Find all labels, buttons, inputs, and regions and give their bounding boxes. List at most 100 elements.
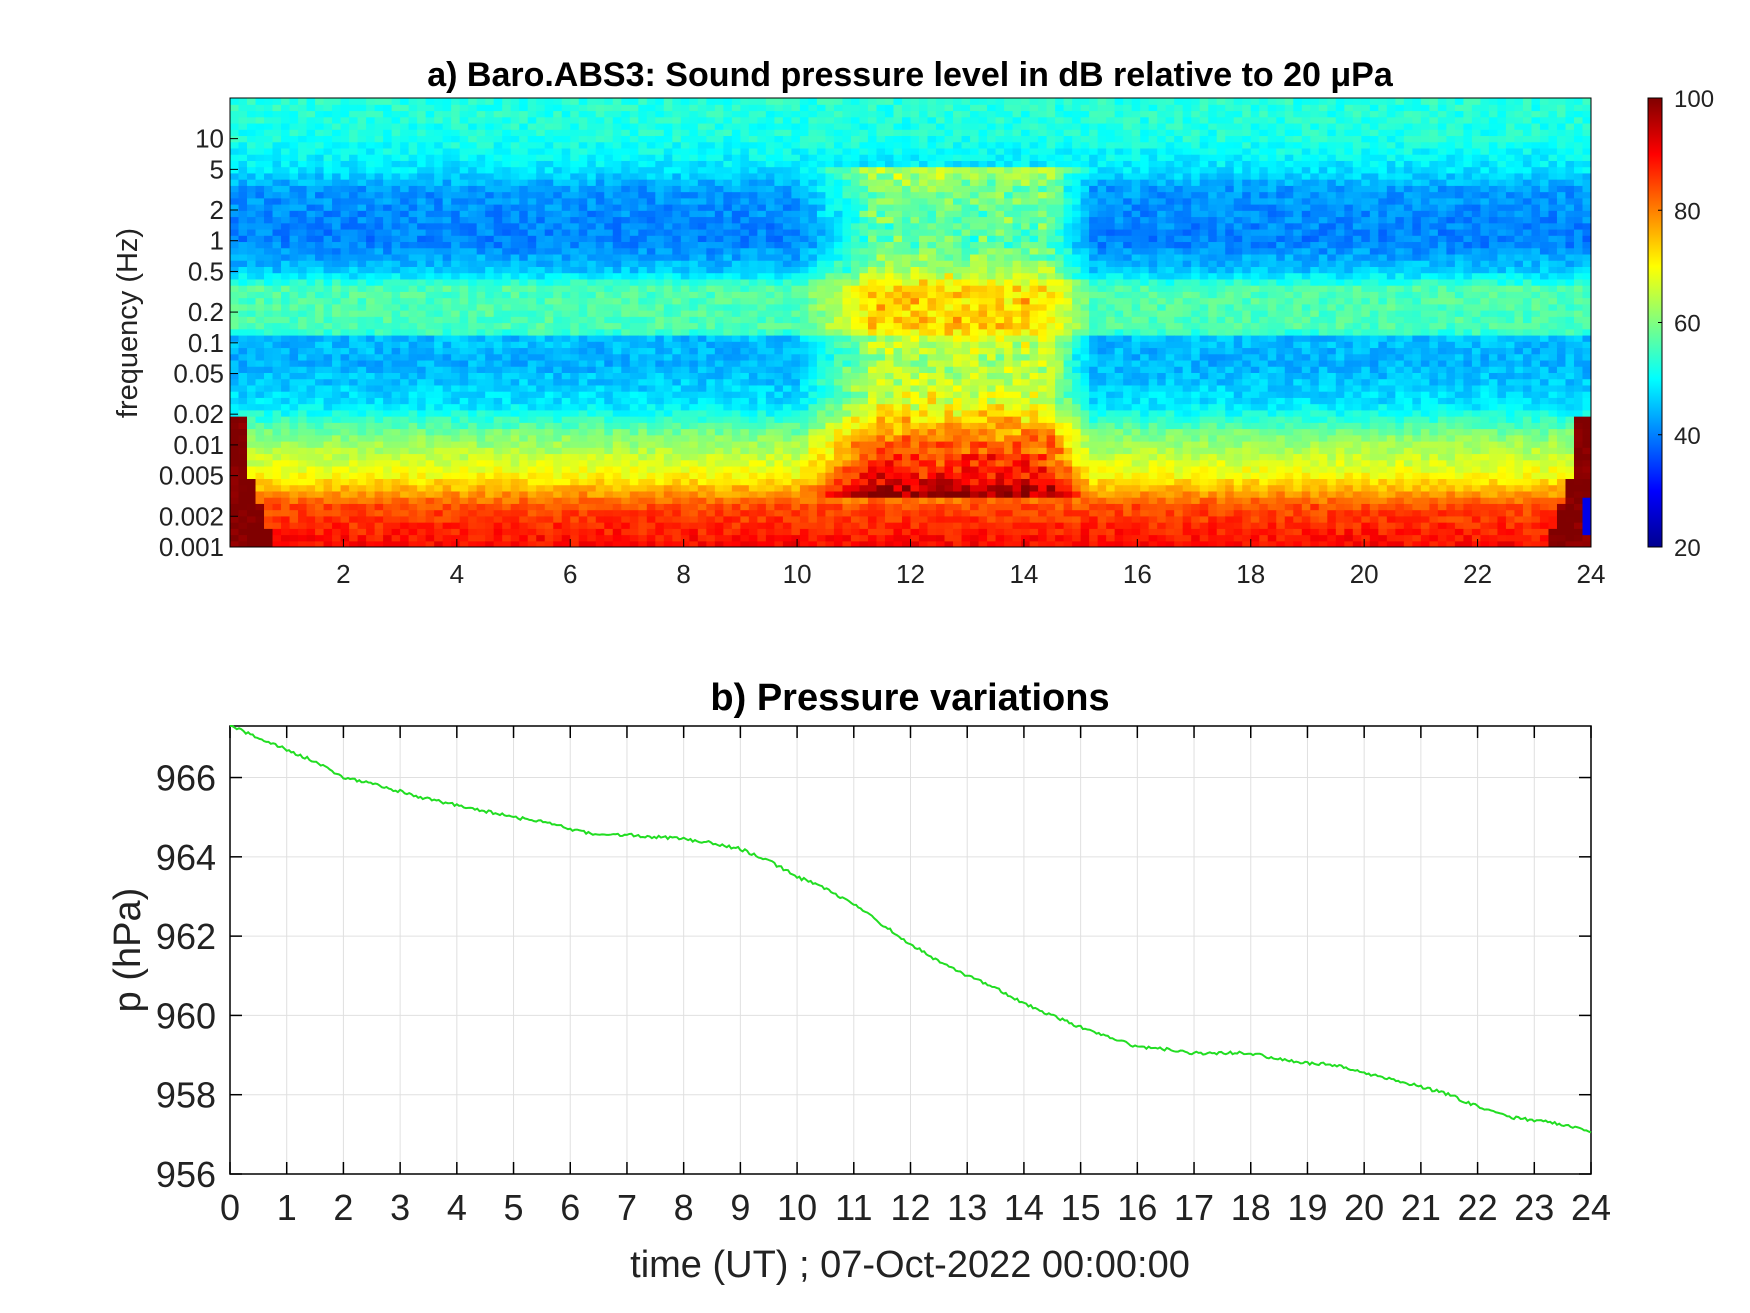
spectrogram-cell <box>595 347 605 355</box>
spectrogram-cell <box>408 391 418 398</box>
spectrogram-cell <box>595 310 605 317</box>
spectrogram-cell <box>357 166 367 174</box>
spectrogram-cell <box>502 503 512 511</box>
spectrogram-cell <box>595 497 605 504</box>
spectrogram-cell <box>799 185 810 193</box>
spectrogram-cell <box>706 378 716 386</box>
spectrogram-cell <box>689 285 699 292</box>
spectrogram-cell <box>332 459 342 467</box>
spectrogram-cell <box>408 253 418 261</box>
spectrogram-cell <box>425 409 435 417</box>
spectrogram-cell <box>383 503 393 511</box>
spectrogram-cell <box>629 484 639 492</box>
spectrogram-cell <box>765 98 775 105</box>
spectrogram-cell <box>391 403 401 411</box>
spectrogram-cell <box>315 141 325 149</box>
spectrogram-cell <box>816 434 827 442</box>
spectrogram-cell <box>663 260 673 267</box>
spectrogram-cell <box>366 122 376 130</box>
spectrogram-cell <box>417 297 427 305</box>
spectrogram-cell <box>476 278 486 286</box>
spectrogram-cell <box>561 497 571 504</box>
spectrogram-cell <box>765 472 775 480</box>
spectrogram-cell <box>298 503 308 511</box>
spectrogram-cell <box>383 509 393 517</box>
spectrogram-cell <box>510 98 520 105</box>
spectrogram-cell <box>374 260 384 267</box>
spectrogram-cell <box>272 266 282 274</box>
spectrogram-cell <box>519 260 529 267</box>
spectrogram-cell <box>578 484 588 492</box>
spectrogram-cell <box>680 447 690 455</box>
spectrogram-cell <box>238 154 248 161</box>
spectrogram-cell <box>442 447 452 455</box>
spectrogram-cell <box>612 285 622 292</box>
spectrogram-cell <box>468 210 478 218</box>
spectrogram-cell <box>748 372 758 380</box>
spectrogram-cell <box>281 434 291 442</box>
spectrogram-cell <box>604 285 614 292</box>
spectrogram-cell <box>680 135 690 143</box>
spectrogram-cell <box>247 403 257 411</box>
spectrogram-cell <box>663 98 673 105</box>
spectrogram-cell <box>553 104 563 112</box>
spectrogram-cell <box>340 416 350 423</box>
spectrogram-cell <box>629 509 639 517</box>
spectrogram-cell <box>697 422 707 430</box>
spectrogram-cell <box>816 384 827 392</box>
spectrogram-cell <box>442 328 452 336</box>
spectrogram-cell <box>816 534 827 542</box>
spectrogram-cell <box>612 310 622 317</box>
spectrogram-cell <box>697 303 707 311</box>
spectrogram-cell <box>442 528 452 536</box>
spectrogram-cell <box>561 228 571 236</box>
spectrogram-cell <box>340 266 350 274</box>
spectrogram-cell <box>306 465 316 473</box>
spectrogram-cell <box>561 403 571 411</box>
spectrogram-cell <box>332 440 342 448</box>
spectrogram-cell <box>391 334 401 342</box>
spectrogram-cell <box>655 409 665 417</box>
spectrogram-cell <box>366 397 376 405</box>
spectrogram-cell <box>536 154 546 161</box>
spectrogram-cell <box>459 210 469 218</box>
spectrogram-cell <box>332 278 342 286</box>
spectrogram-cell <box>476 204 486 211</box>
spectrogram-cell <box>442 253 452 261</box>
spectrogram-cell <box>672 378 682 386</box>
spectrogram-cell <box>808 247 818 255</box>
spectrogram-cell <box>629 440 639 448</box>
spectrogram-cell <box>646 129 656 137</box>
spectrogram-cell <box>757 328 767 336</box>
spectrogram-cell <box>782 409 793 417</box>
spectrogram-cell <box>791 179 801 186</box>
spectrogram-cell <box>255 104 265 112</box>
spectrogram-cell <box>493 141 503 149</box>
spectrogram-cell <box>697 391 707 398</box>
spectrogram-cell <box>255 235 265 243</box>
spectrogram-cell <box>553 316 563 324</box>
spectrogram-cell <box>391 540 401 547</box>
spectrogram-cell <box>561 141 571 149</box>
spectrogram-cell <box>502 303 512 311</box>
spectrogram-cell <box>561 334 571 342</box>
spectrogram-cell <box>595 266 605 274</box>
spectrogram-cell <box>451 147 461 155</box>
spectrogram-cell <box>451 185 461 193</box>
spectrogram-cell <box>289 341 299 349</box>
spectrogram-cell <box>765 434 775 442</box>
spectrogram-cell <box>332 235 342 243</box>
spectrogram-cell <box>706 316 716 324</box>
spectrogram-cell <box>451 316 461 324</box>
spectrogram-cell <box>349 104 359 112</box>
spectrogram-cell <box>808 397 818 405</box>
spectrogram-cell <box>510 135 520 143</box>
spectrogram-cell <box>289 509 299 517</box>
spectrogram-cell <box>451 353 461 361</box>
spectrogram-cell <box>391 197 401 205</box>
spectrogram-cell <box>740 210 750 218</box>
spectrogram-cell <box>655 328 665 336</box>
spectrogram-cell <box>408 366 418 373</box>
spectrogram-cell <box>706 391 716 398</box>
spectrogram-cell <box>544 110 554 118</box>
